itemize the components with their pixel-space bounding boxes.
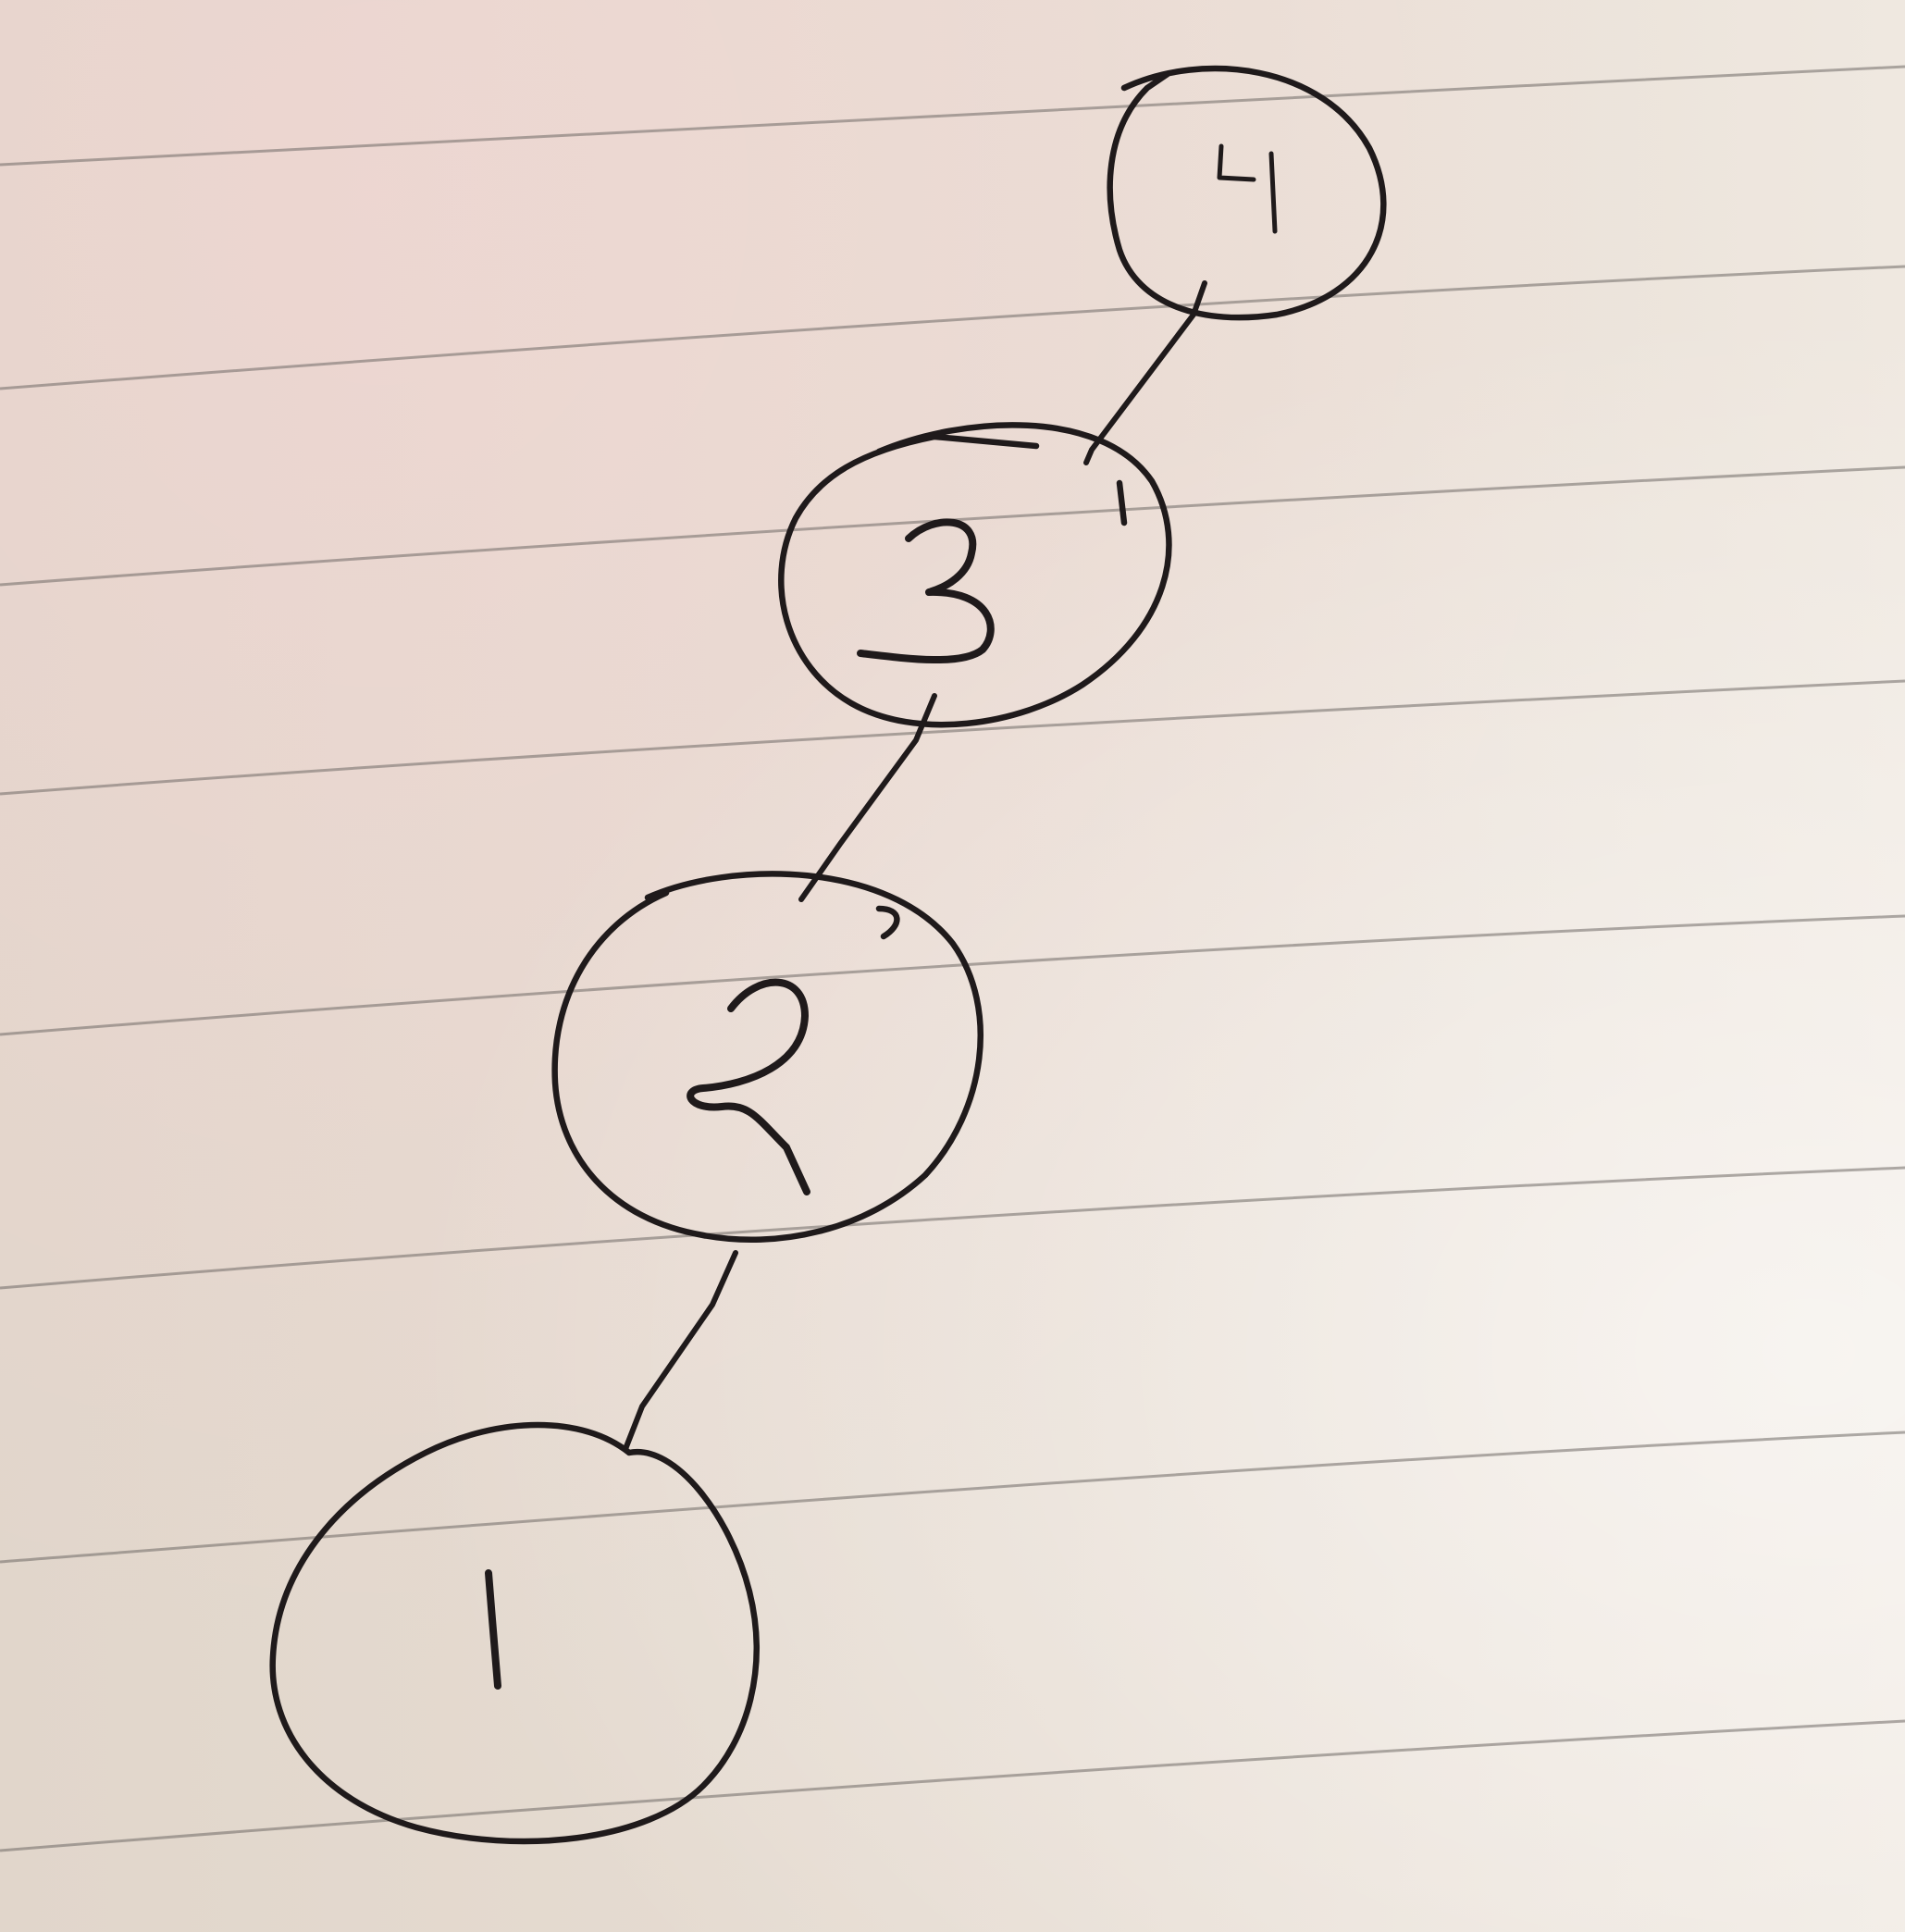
node-label: 4	[0, 0, 9, 4]
node-ring	[551, 871, 983, 1243]
edge-2-1	[623, 1250, 738, 1452]
ruled-line	[0, 465, 1905, 587]
node-label-glyph	[687, 978, 810, 1195]
tree-node-2: 2	[0, 0, 983, 1243]
tree-node-1: 1	[0, 0, 760, 1845]
node-ring	[1107, 65, 1387, 321]
edge-4-3	[1083, 280, 1207, 465]
node-label-glyph	[485, 1569, 501, 1690]
node-ring	[269, 1421, 760, 1845]
node-ring	[778, 422, 1172, 728]
ruled-line	[0, 265, 1905, 390]
node-label-glyph	[1217, 143, 1278, 234]
ruled-line	[0, 1430, 1905, 1564]
ruled-line	[0, 914, 1905, 1036]
node-label-glyph	[857, 518, 995, 663]
node-label: 3	[0, 0, 9, 4]
edge-3-2	[798, 693, 937, 902]
ruled-line	[0, 1719, 1905, 1852]
tree-node-4: 4	[0, 0, 1387, 321]
node-label: 1	[0, 0, 9, 4]
node-label: 2	[0, 0, 9, 4]
tree-node-3: 3	[0, 0, 1172, 728]
ruled-line	[0, 1166, 1905, 1290]
